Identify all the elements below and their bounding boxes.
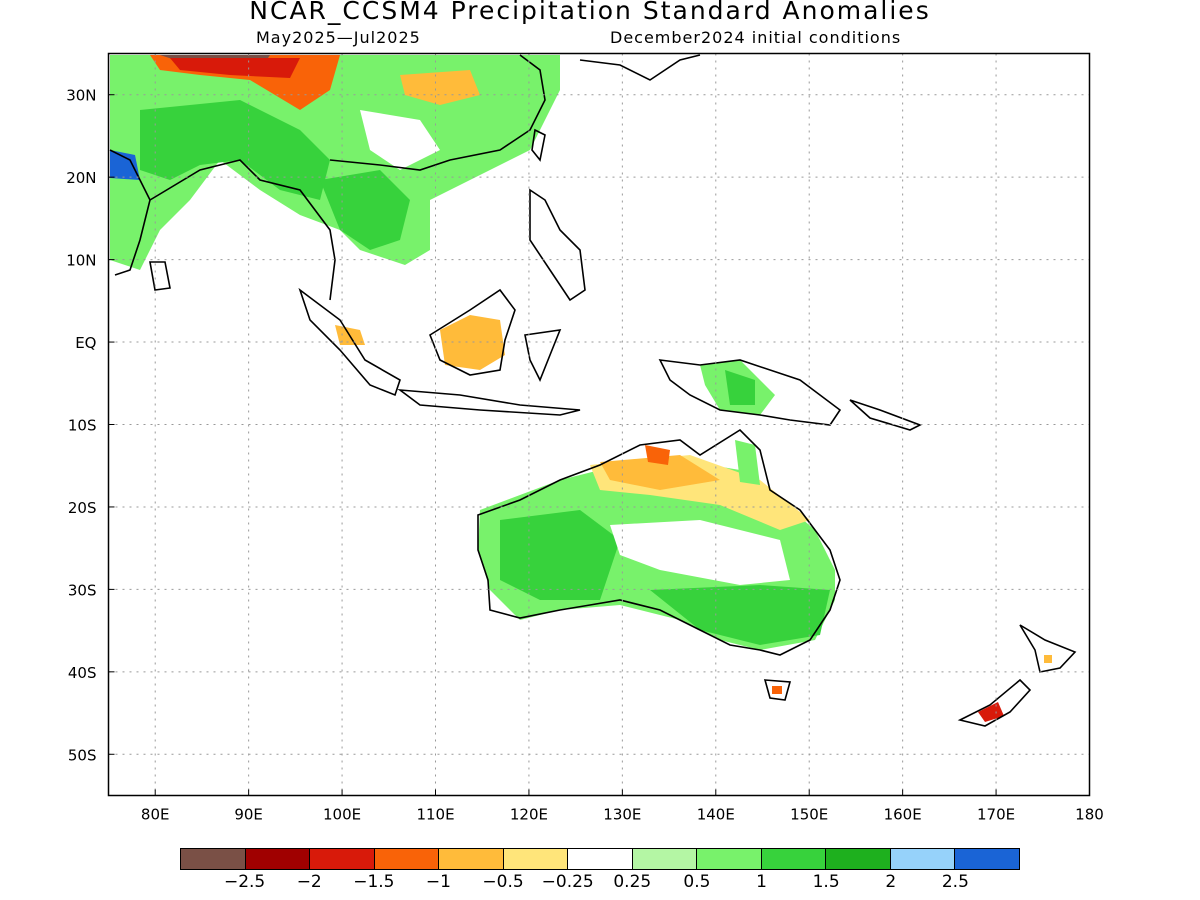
coastline-nz-south	[957, 678, 1032, 727]
anomaly-region-china-dry	[400, 70, 480, 105]
anomaly-region-australia-north-dry-core	[600, 455, 720, 490]
legend-label: −2	[296, 872, 322, 892]
legend-label: −1	[425, 872, 451, 892]
y-tick-label: EQ	[75, 334, 96, 352]
legend-label: 0.5	[683, 872, 711, 892]
x-axis: 80E 90E 100E 110E 120E 130E 140E 150E 160E 170E 18…	[141, 789, 1104, 824]
anomaly-region-new-zealand	[978, 702, 1004, 722]
legend-swatch-7	[632, 849, 698, 869]
y-tick-label: 20S	[68, 499, 97, 517]
coastline-sri-lanka	[149, 261, 171, 291]
coastline-china	[329, 54, 546, 171]
coastline-borneo	[429, 288, 516, 376]
legend-swatch-3	[374, 849, 440, 869]
anomaly-region-australia-north-dry-spot	[645, 445, 670, 465]
x-tick-label: 120E	[510, 806, 548, 824]
anomaly-region-tasmania	[772, 686, 782, 694]
x-tick-label: 180	[1075, 806, 1104, 824]
x-tick-label: 90E	[234, 806, 263, 824]
chart-title: NCAR_CCSM4 Precipitation Standard Anomal…	[249, 0, 931, 25]
color-legend-bar	[180, 848, 1020, 870]
coastline-bay-of-bengal	[149, 159, 336, 301]
legend-label: −0.5	[482, 872, 524, 892]
x-tick-label: 80E	[141, 806, 170, 824]
coastline-new-guinea	[658, 359, 842, 426]
coastline-japan-korea	[579, 54, 701, 81]
legend-swatch-6	[568, 849, 633, 869]
period-label: May2025—Jul2025	[256, 28, 421, 47]
legend-swatch-5	[503, 849, 569, 869]
legend-label: −1.5	[353, 872, 395, 892]
coastline-taiwan	[531, 128, 546, 162]
legend-swatch-4	[439, 849, 504, 869]
y-tick-label: 20N	[66, 169, 96, 187]
anomaly-region-himalaya-green	[140, 100, 330, 200]
coastline-philippines	[529, 188, 586, 302]
legend-label: 2.5	[941, 872, 969, 892]
x-tick-label: 160E	[884, 806, 922, 824]
y-tick-label: 30N	[66, 87, 96, 105]
coastline-java	[397, 388, 581, 416]
coastline-sulawesi	[524, 329, 562, 382]
anomaly-region-cape-york	[735, 440, 760, 485]
y-tick-label: 40S	[68, 664, 97, 682]
legend-swatch-8	[697, 849, 762, 869]
legend-swatch-11	[890, 849, 956, 869]
anomaly-region-australia-wet-west	[500, 510, 620, 600]
legend-swatch-12	[955, 849, 1019, 869]
y-tick-label: 50S	[68, 746, 97, 764]
anomaly-region-india-wet	[110, 150, 140, 180]
coastline-india	[109, 149, 151, 276]
anomaly-region-australia-white	[610, 520, 790, 585]
coastline-nz-north	[1019, 624, 1077, 673]
legend-label: −0.25	[541, 872, 594, 892]
x-tick-label: 130E	[603, 806, 641, 824]
legend-swatch-2	[310, 849, 375, 869]
coastline-solomon	[849, 399, 922, 431]
coastline-australia	[477, 428, 841, 656]
coastline-malay-peninsula	[298, 287, 401, 397]
init-conditions-label: December2024 initial conditions	[610, 28, 902, 47]
anomaly-region-china-white	[360, 110, 440, 170]
legend-swatch-9	[761, 849, 827, 869]
anomaly-region-australia-wet-south	[650, 585, 830, 645]
precipitation-anomaly-map: 80E 90E 100E 110E 120E 130E 140E 150E 160E 170E 18…	[66, 52, 1104, 824]
legend-swatch-0	[181, 849, 246, 869]
x-tick-label: 150E	[790, 806, 828, 824]
legend-label: 1.5	[812, 872, 840, 892]
y-axis: 30N 20N 10N EQ 10S 20S 30S 40S 50S	[66, 87, 115, 764]
anomaly-region-new-guinea-core	[725, 370, 755, 405]
coastline-tasmania	[763, 679, 792, 701]
x-tick-label: 110E	[416, 806, 454, 824]
legend-label: 1	[756, 872, 767, 892]
legend-label: 2	[885, 872, 897, 892]
y-tick-label: 10N	[66, 252, 96, 270]
legend-label: 0.25	[613, 872, 652, 892]
x-tick-label: 100E	[323, 806, 361, 824]
y-tick-label: 10S	[68, 417, 97, 435]
legend-label: −2.5	[223, 872, 266, 892]
anomaly-shading	[110, 55, 1052, 722]
legend-swatch-1	[245, 849, 311, 869]
anomaly-region-tibet-dry-ring	[170, 58, 300, 78]
anomaly-region-north-island	[1044, 655, 1052, 663]
x-tick-label: 140E	[697, 806, 735, 824]
legend-swatch-10	[826, 849, 891, 869]
x-tick-label: 170E	[977, 806, 1015, 824]
y-tick-label: 30S	[68, 581, 97, 599]
